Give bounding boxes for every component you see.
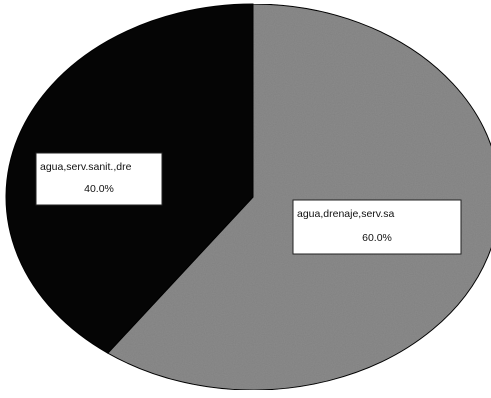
- slice-value-label-2: 40.0%: [84, 183, 114, 195]
- slice-label-2: agua,serv.sanit.,dre 40.0%: [35, 152, 163, 206]
- slice-label-box-2: [35, 152, 163, 206]
- slice-value-label-1: 60.0%: [362, 232, 392, 244]
- pie-slice-1: [107, 3, 491, 391]
- slice-label-box-1: [292, 199, 462, 255]
- labels-layer: agua,drenaje,serv.sa 60.0% agua,serv.sanit…: [35, 152, 462, 255]
- slice-category-label-1: agua,drenaje,serv.sa: [297, 208, 394, 220]
- slice-label-1: agua,drenaje,serv.sa 60.0%: [292, 199, 462, 255]
- slice-category-label-2: agua,serv.sanit.,dre: [40, 161, 132, 173]
